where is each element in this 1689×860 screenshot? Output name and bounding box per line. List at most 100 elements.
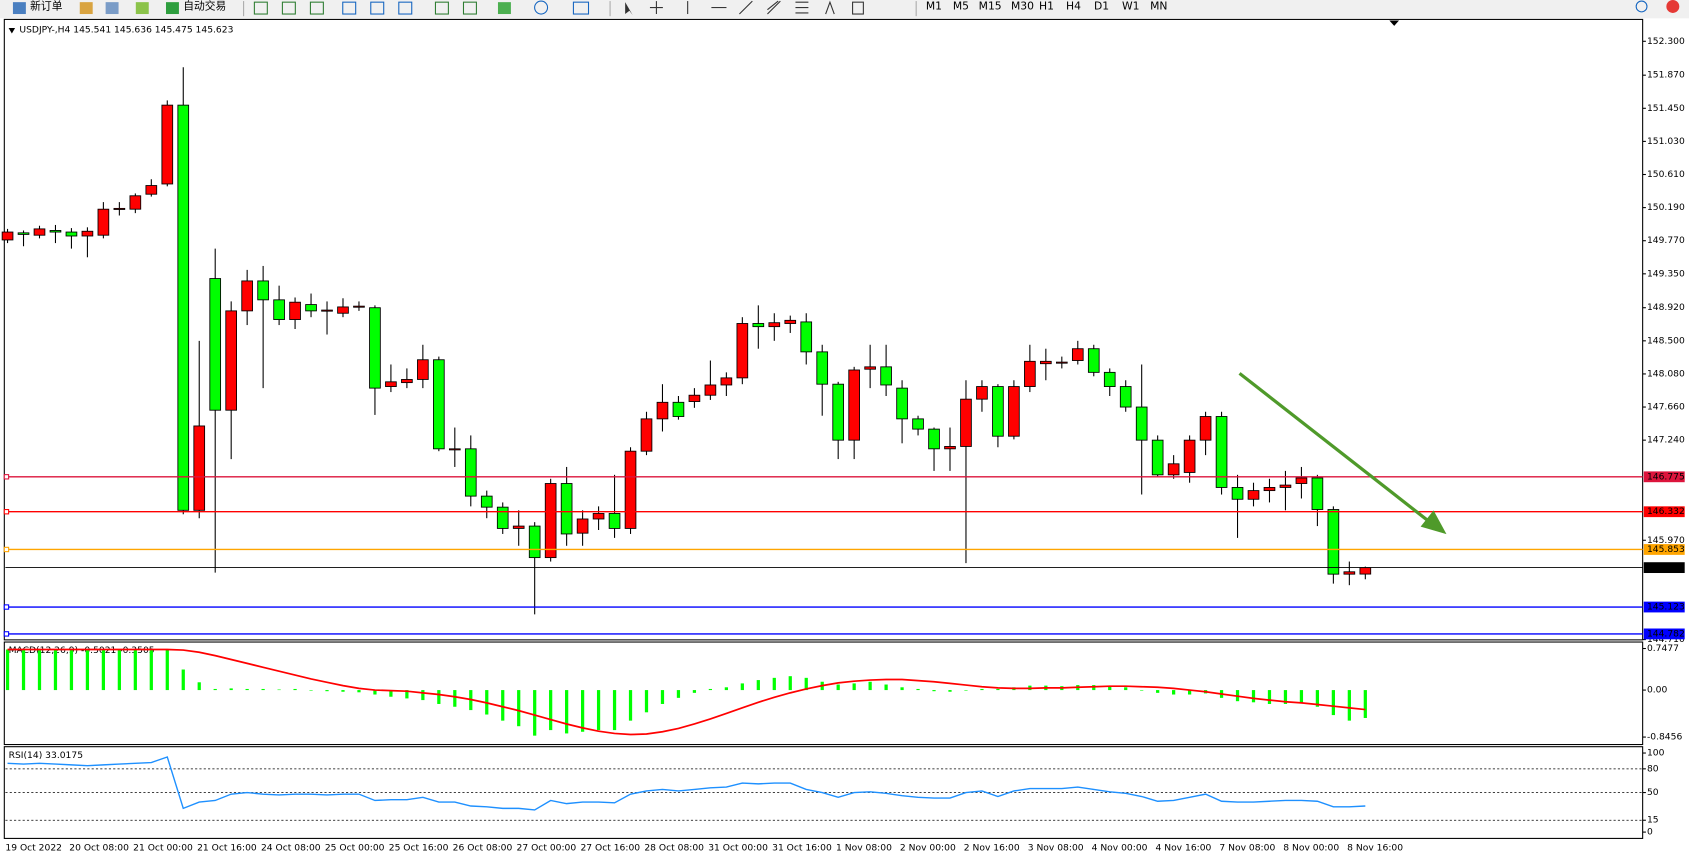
candle-body [656,401,669,420]
y-tick-label: 148.500 [1647,335,1685,346]
x-tick-label: 27 Oct 16:00 [580,843,640,854]
chart-title: USDJPY-,H4 145.541 145.636 145.475 145.6… [19,25,233,36]
tool-icon[interactable] [105,2,119,15]
candle-body [433,359,445,450]
macd-bar [549,690,553,731]
marks: 152.300 151.870 151.450 151.030 150.610 150.1… [1,36,1685,854]
macd-bar [628,690,633,721]
macd-bar [1187,690,1192,695]
tool-icon[interactable] [434,1,449,15]
timeframe-button[interactable]: M30 [1011,0,1034,12]
timeframe-button[interactable]: M5 [953,0,969,12]
macd-bar [916,688,920,691]
macd-bar [580,690,585,732]
macd-bar [533,690,537,736]
candle-body [1135,406,1148,441]
y-tick-label: 148.920 [1647,302,1685,313]
x-tick-label: 8 Nov 16:00 [1347,843,1403,854]
text-tool[interactable] [825,0,835,15]
timeframe-button[interactable]: MN [1150,0,1167,12]
candle-body [17,232,30,235]
tool-icon[interactable] [281,1,296,15]
auto-trade-icon[interactable] [165,2,179,15]
trend-arrow [1238,372,1447,535]
candle-body [1,231,14,241]
macd-bar [948,690,952,692]
new-order-icon[interactable] [12,2,26,15]
timeframe-button[interactable]: D1 [1094,0,1109,12]
search[interactable] [1635,0,1648,13]
candle-body [321,309,333,312]
macd-title: MACD(12,26,9) -0.5021 -0.3505 [9,645,155,656]
notifications[interactable] [1666,0,1680,13]
tool-icon[interactable] [253,1,268,15]
macd-bar [133,650,137,691]
zoom-out[interactable] [370,1,385,15]
tool-icon[interactable] [462,1,477,15]
timeframe-button[interactable]: M1 [926,0,942,12]
periods[interactable] [534,0,549,15]
crosshair-tool[interactable] [649,1,663,15]
channel-tool[interactable] [767,0,781,15]
candle-body [129,195,142,210]
candle-body [33,228,46,236]
x-tick-label: 1 Nov 08:00 [836,843,892,854]
macd-bar [884,684,888,691]
macd-bar [437,690,441,704]
x-tick-label: 4 Nov 16:00 [1156,843,1212,854]
macd-bar [852,683,856,691]
candle-body [944,446,956,450]
tool-icon[interactable] [309,1,324,15]
tile[interactable] [398,1,413,15]
level-label-box [1643,601,1685,613]
x-tick-label: 21 Oct 16:00 [197,843,257,854]
candle-body [688,394,701,402]
candle-body [704,384,717,396]
tool-icon[interactable] [135,2,149,15]
timeframe-button[interactable]: W1 [1122,0,1139,12]
auto-trade-button[interactable]: 自动交易 [183,0,226,12]
candle-body [1327,509,1340,575]
timeframe-button[interactable]: M15 [979,0,1002,12]
macd-bar [325,690,329,692]
zoom-in[interactable] [342,1,357,15]
x-tick-label: 8 Nov 00:00 [1283,843,1339,854]
candle-body [177,104,190,511]
new-order-button[interactable]: 新订单 [30,0,63,12]
macd-bar [357,690,361,693]
candle-body [1263,487,1276,492]
level-label-box [1643,506,1685,518]
timeframe-button[interactable]: H4 [1066,0,1081,12]
candle-body [257,280,269,301]
candle-body [784,319,797,324]
macd-bar [1124,687,1128,691]
timeframe-button[interactable]: H1 [1039,0,1054,12]
y-tick-label: 145.970 [1647,535,1685,546]
fibo-tool[interactable] [795,1,809,14]
candle-body [417,359,429,380]
candle-body [496,506,509,529]
candle-body [1103,371,1116,387]
tool-icon[interactable] [79,2,93,15]
y-tick-label: 0 [1647,827,1653,838]
macd-bar [405,690,409,699]
candle-body [832,383,845,441]
level-handle [3,631,10,637]
macd-bar [596,690,601,731]
candle-body [992,386,1004,437]
candle-body [273,299,285,320]
cursor-tool[interactable] [625,2,633,16]
templates[interactable] [572,1,590,15]
indicators[interactable] [497,2,511,15]
macd-bar [644,690,649,713]
candle-body [65,231,78,237]
label-tool[interactable] [852,1,864,15]
symbol-menu[interactable] [8,28,16,34]
candle-body [1151,439,1164,476]
x-tick-label: 31 Oct 16:00 [772,843,832,854]
trendline-tool[interactable] [739,0,753,15]
candle-body [864,366,876,370]
candle-body [1167,463,1180,476]
